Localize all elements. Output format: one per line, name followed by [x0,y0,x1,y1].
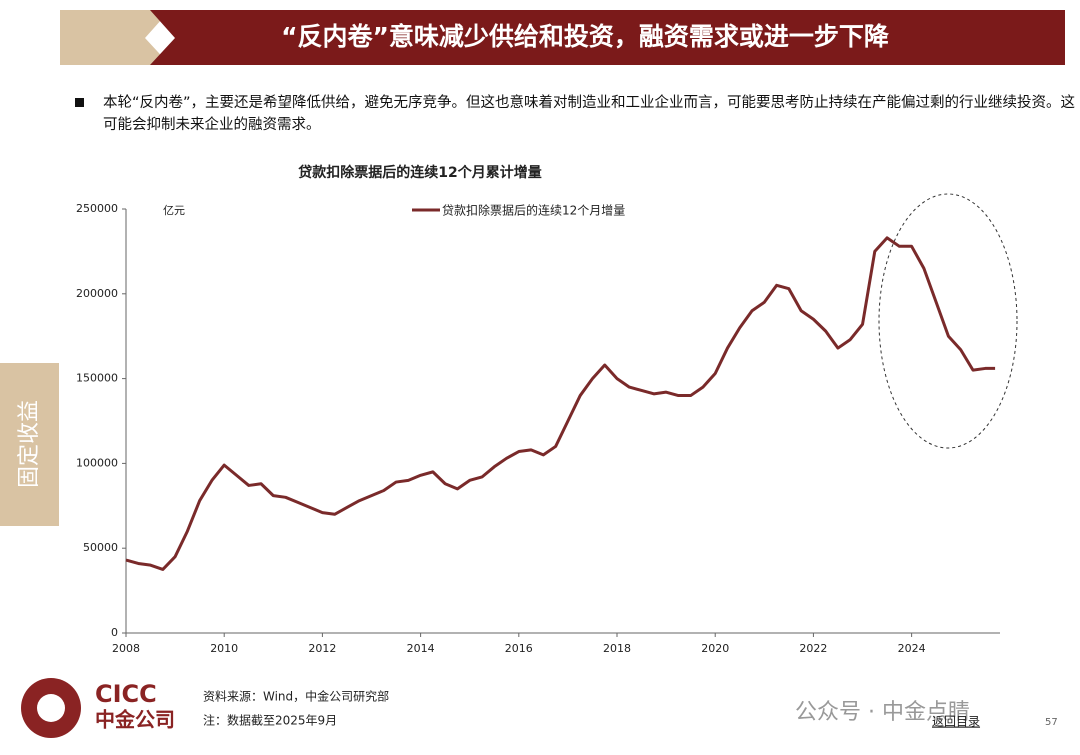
x-tick-label: 2022 [799,642,827,655]
x-tick-label: 2020 [701,642,729,655]
x-tick-label: 2008 [112,642,140,655]
y-tick-label: 250000 [76,202,118,215]
header-accent [60,10,170,65]
chart-title: 贷款扣除票据后的连续12个月累计增量 [298,164,541,181]
logo-en: CICC [95,680,157,708]
highlight-ellipse [878,193,1018,449]
bullet: 本轮“反内卷”，主要还是希望降低供给，避免无序竞争。但这也意味着对制造业和工业企… [75,92,1080,136]
header-band [150,10,1065,65]
y-tick-label: 150000 [76,372,118,385]
y-tick-label: 0 [111,626,118,639]
page-number: 57 [1045,717,1058,728]
logo-mark-inner [37,694,65,722]
x-tick-label: 2014 [407,642,435,655]
side-tab [0,363,59,526]
y-tick-label: 50000 [83,541,118,554]
source: 资料来源：Wind，中金公司研究部 [203,689,389,704]
y-unit: 亿元 [163,204,185,217]
bullet-text: 本轮“反内卷”，主要还是希望降低供给，避免无序竞争。但这也意味着对制造业和工业企… [103,95,1076,133]
back-link[interactable]: 返回目录 [932,715,980,729]
x-tick-label: 2018 [603,642,631,655]
header-title: “反内卷”意味减少供给和投资，融资需求或进一步下降 [281,22,890,51]
bullet-mark [75,98,84,107]
x-tick-label: 2012 [308,642,336,655]
x-tick-label: 2010 [210,642,238,655]
legend-label: 贷款扣除票据后的连续12个月增量 [442,203,625,218]
note: 注：数据截至2025年9月 [203,713,337,728]
watermark: 公众号 · 中金点睛 [795,700,970,725]
logo-cn: 中金公司 [95,708,175,732]
data-line [125,236,996,571]
y-tick-label: 100000 [76,456,118,469]
x-tick-label: 2024 [898,642,926,655]
side-label: 固定收益 [17,400,42,488]
y-tick-label: 200000 [76,287,118,300]
x-tick-label: 2016 [505,642,533,655]
